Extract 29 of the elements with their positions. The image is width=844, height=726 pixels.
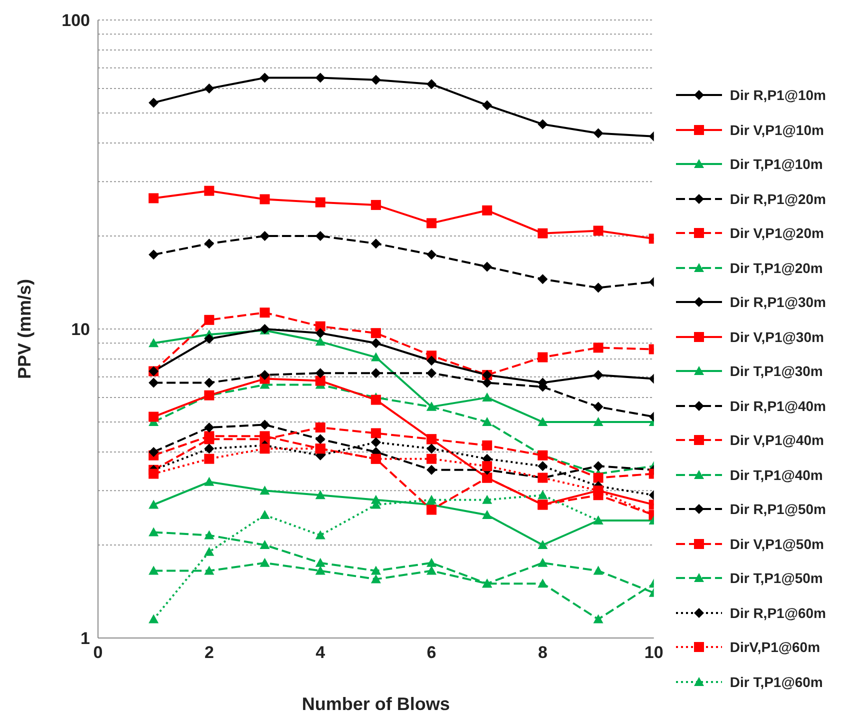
legend-label: Dir T,P1@40m	[730, 466, 823, 483]
y-tick-label: 1	[80, 629, 90, 648]
y-axis-title: PPV (mm/s)	[14, 278, 34, 380]
x-tick-label: 6	[426, 643, 436, 662]
legend-label: Dir V,P1@20m	[730, 225, 824, 242]
legend-label: Dir T,P1@30m	[730, 363, 823, 380]
y-tick-label: 10	[71, 320, 90, 340]
x-tick-label: 2	[204, 643, 214, 662]
legend-label: Dir T,P1@20m	[730, 260, 823, 276]
x-tick-label: 10	[644, 643, 664, 662]
legend-label: Dir V,P1@10m	[730, 122, 824, 138]
legend-label: Dir R,P1@30m	[730, 294, 826, 310]
legend-label: Dir R,P1@50m	[730, 501, 826, 518]
legend-label: Dir V,P1@40m	[730, 432, 824, 448]
legend-label: Dir R,P1@60m	[730, 604, 826, 621]
legend-label: Dir V,P1@30m	[730, 328, 824, 345]
y-tick-label: 100	[62, 11, 90, 30]
legend-label: Dir R,P1@20m	[730, 190, 826, 207]
x-tick-label: 8	[538, 643, 548, 662]
x-tick-label: 4	[316, 643, 326, 662]
legend-label: Dir T,P1@50m	[730, 570, 823, 586]
legend-label: Dir T,P1@60m	[730, 674, 823, 690]
legend-label: Dir R,P1@10m	[730, 87, 826, 104]
x-tick-label: 0	[93, 643, 103, 662]
x-axis-title: Number of Blows	[302, 694, 450, 714]
legend-label: Dir V,P1@50m	[730, 536, 824, 552]
legend-label: Dir R,P1@40m	[730, 398, 826, 414]
legend-label: DirV,P1@60m	[730, 639, 820, 656]
legend-label: Dir T,P1@10m	[730, 156, 823, 172]
